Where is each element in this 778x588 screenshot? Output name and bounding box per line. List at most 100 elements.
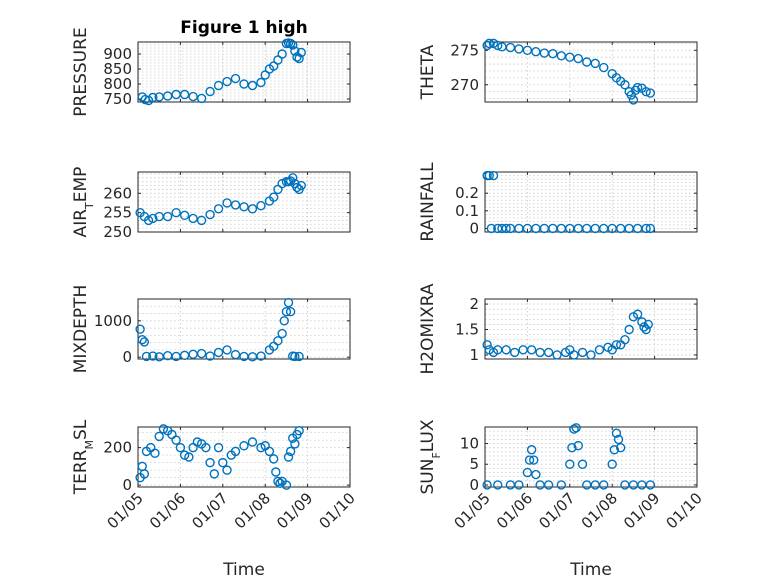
data-point — [641, 223, 651, 234]
x-axis-label: Time — [569, 560, 612, 580]
data-point — [230, 349, 241, 360]
data-point — [277, 328, 287, 339]
data-point — [171, 435, 181, 445]
data-point — [141, 351, 152, 362]
y-axis-label: THETA — [418, 44, 438, 100]
data-point — [273, 336, 283, 346]
data-point — [139, 469, 150, 479]
data-point — [247, 204, 258, 214]
data-point — [607, 459, 617, 469]
data-point — [482, 40, 492, 51]
data-point — [294, 53, 304, 64]
data-point — [256, 351, 266, 361]
data-point — [192, 437, 203, 447]
data-point — [285, 307, 296, 317]
data-point — [290, 46, 300, 56]
data-point — [188, 91, 198, 102]
data-point — [179, 89, 190, 100]
y-tick-label: 900 — [103, 45, 132, 63]
y-tick-label: 250 — [103, 223, 132, 241]
data-point — [529, 455, 539, 465]
data-point — [628, 95, 639, 105]
y-tick-label: 0 — [122, 348, 132, 366]
data-point — [288, 40, 298, 50]
data-point — [196, 348, 207, 359]
subplot-h2omixra: 1 1.5 2 H2OMIXRA — [418, 283, 698, 375]
data-point — [148, 92, 158, 103]
data-point — [493, 40, 503, 51]
data-point — [158, 424, 169, 434]
data-point — [565, 459, 575, 469]
data-point — [162, 211, 173, 222]
data-point — [209, 469, 220, 479]
y-tick-label: 260 — [103, 184, 132, 202]
y-tick-label: 200 — [103, 439, 132, 457]
axes-box — [137, 298, 351, 360]
y-tick-label: 0 — [469, 476, 479, 494]
data-point — [632, 309, 643, 319]
axes-box — [484, 41, 698, 103]
data-point — [273, 476, 283, 487]
data-point — [179, 210, 190, 221]
data-point — [294, 426, 304, 436]
y-axis-label: RAINFALL — [418, 162, 438, 242]
data-point — [609, 445, 620, 455]
y-tick-label: 10 — [460, 435, 479, 453]
data-point — [275, 478, 285, 488]
data-point — [573, 440, 583, 451]
data-point — [599, 62, 609, 73]
y-tick-label: 255 — [103, 204, 132, 222]
data-point — [281, 480, 292, 490]
y-axis-label: H2OMIXRA — [418, 283, 438, 374]
axes-box — [137, 426, 351, 488]
data-point — [154, 431, 164, 442]
data-point — [230, 200, 241, 210]
data-point — [277, 49, 287, 59]
y-tick-label: 800 — [103, 75, 132, 93]
data-point — [569, 350, 579, 360]
data-point — [239, 441, 249, 451]
data-point — [256, 200, 266, 211]
data-point — [556, 480, 567, 490]
subplot-theta: 270 275 THETA — [418, 38, 698, 105]
data-point — [632, 82, 643, 93]
data-point — [137, 335, 147, 345]
data-point — [577, 347, 588, 358]
data-point — [624, 324, 634, 335]
data-point — [230, 73, 241, 84]
data-point — [531, 469, 541, 480]
data-point — [135, 324, 145, 334]
data-point — [222, 198, 232, 208]
data-point — [292, 182, 302, 193]
data-point — [218, 457, 228, 468]
axes-box — [484, 171, 698, 233]
y-axis-label: TERRMSL — [71, 419, 96, 495]
data-point — [222, 345, 232, 355]
data-point — [188, 213, 198, 224]
data-point — [205, 209, 215, 220]
data-point — [143, 215, 154, 226]
data-point — [514, 480, 524, 490]
data-point — [230, 446, 241, 457]
data-point — [526, 345, 537, 355]
data-point — [171, 207, 181, 218]
data-point — [179, 450, 190, 460]
y-tick-label: 5 — [469, 455, 479, 473]
data-point — [283, 452, 294, 462]
data-point — [567, 442, 577, 453]
data-point — [645, 480, 656, 490]
data-point — [205, 457, 215, 468]
data-point — [641, 324, 651, 335]
data-point — [543, 480, 554, 490]
data-point — [599, 480, 609, 490]
data-point — [641, 86, 651, 97]
data-point — [256, 77, 266, 88]
data-point — [196, 215, 207, 226]
data-point — [577, 459, 588, 469]
data-point — [139, 337, 150, 347]
data-point — [552, 350, 562, 360]
data-point — [637, 317, 647, 327]
axes-box — [484, 426, 698, 488]
data-point — [271, 467, 281, 477]
